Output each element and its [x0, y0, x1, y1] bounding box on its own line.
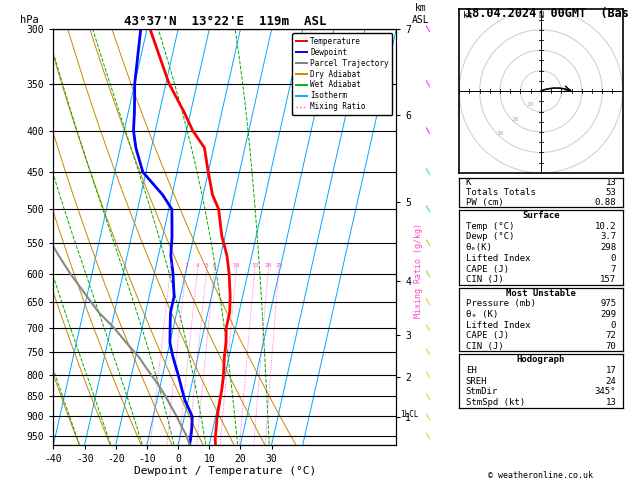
Text: 15: 15	[251, 263, 259, 268]
Text: 2: 2	[169, 263, 172, 268]
Text: 53: 53	[606, 188, 616, 197]
Text: 298: 298	[600, 243, 616, 252]
Text: 10: 10	[526, 102, 534, 107]
Text: /: /	[425, 371, 433, 379]
Text: 6: 6	[213, 263, 216, 268]
Text: Hodograph: Hodograph	[517, 355, 565, 364]
Text: /: /	[425, 25, 433, 34]
Text: /: /	[425, 239, 433, 247]
Text: CAPE (J): CAPE (J)	[465, 331, 509, 340]
Text: θₑ(K): θₑ(K)	[465, 243, 493, 252]
Text: 0.88: 0.88	[594, 198, 616, 207]
Text: 30: 30	[497, 131, 504, 136]
Text: /: /	[425, 412, 433, 421]
Text: StmSpd (kt): StmSpd (kt)	[465, 398, 525, 407]
Text: 72: 72	[606, 331, 616, 340]
Text: kt: kt	[463, 11, 473, 19]
Text: CIN (J): CIN (J)	[465, 342, 503, 350]
Text: N: N	[538, 11, 543, 20]
Text: Temp (°C): Temp (°C)	[465, 222, 514, 230]
Text: 20: 20	[264, 263, 272, 268]
Text: /: /	[425, 126, 433, 135]
Text: /: /	[425, 79, 433, 88]
Text: EH: EH	[465, 366, 476, 375]
Text: Most Unstable: Most Unstable	[506, 289, 576, 298]
Text: 10.2: 10.2	[594, 222, 616, 230]
Text: 4: 4	[196, 263, 199, 268]
Text: CIN (J): CIN (J)	[465, 276, 503, 284]
Text: PW (cm): PW (cm)	[465, 198, 503, 207]
Text: 0: 0	[611, 254, 616, 263]
Text: 0: 0	[611, 321, 616, 330]
Text: 3: 3	[184, 263, 188, 268]
Text: 3.7: 3.7	[600, 232, 616, 242]
Text: SREH: SREH	[465, 377, 487, 385]
Text: Lifted Index: Lifted Index	[465, 254, 530, 263]
Legend: Temperature, Dewpoint, Parcel Trajectory, Dry Adiabat, Wet Adiabat, Isotherm, Mi: Temperature, Dewpoint, Parcel Trajectory…	[292, 33, 392, 115]
Text: Dewp (°C): Dewp (°C)	[465, 232, 514, 242]
Y-axis label: hPa: hPa	[20, 15, 39, 25]
Text: /: /	[425, 348, 433, 356]
Text: 157: 157	[600, 276, 616, 284]
Text: 10: 10	[233, 263, 240, 268]
Text: 20: 20	[511, 117, 519, 122]
Text: 345°: 345°	[594, 387, 616, 396]
Text: CAPE (J): CAPE (J)	[465, 265, 509, 274]
Title: 43°37'N  13°22'E  119m  ASL: 43°37'N 13°22'E 119m ASL	[124, 15, 326, 28]
X-axis label: Dewpoint / Temperature (°C): Dewpoint / Temperature (°C)	[134, 467, 316, 476]
Text: Mixing Ratio (g/kg): Mixing Ratio (g/kg)	[414, 223, 423, 318]
Text: 25: 25	[275, 263, 282, 268]
Text: K: K	[465, 178, 471, 187]
Text: /: /	[425, 324, 433, 332]
Text: 13: 13	[606, 178, 616, 187]
Text: Totals Totals: Totals Totals	[465, 188, 535, 197]
Text: θₑ (K): θₑ (K)	[465, 310, 498, 319]
Text: © weatheronline.co.uk: © weatheronline.co.uk	[489, 471, 593, 480]
Text: StmDir: StmDir	[465, 387, 498, 396]
Text: /: /	[425, 392, 433, 400]
Text: 18.04.2024  00GMT  (Base: 12): 18.04.2024 00GMT (Base: 12)	[465, 7, 629, 20]
Text: 24: 24	[606, 377, 616, 385]
Text: 17: 17	[606, 366, 616, 375]
Text: Surface: Surface	[522, 211, 560, 220]
Text: 1LCL: 1LCL	[399, 410, 418, 419]
Text: /: /	[425, 168, 433, 176]
Text: Pressure (mb): Pressure (mb)	[465, 299, 535, 309]
Text: /: /	[425, 205, 433, 213]
Text: 299: 299	[600, 310, 616, 319]
Text: 7: 7	[611, 265, 616, 274]
Y-axis label: km
ASL: km ASL	[411, 3, 429, 25]
Text: 13: 13	[606, 398, 616, 407]
Text: 70: 70	[606, 342, 616, 350]
Text: /: /	[425, 297, 433, 306]
Text: 5: 5	[205, 263, 209, 268]
Text: Lifted Index: Lifted Index	[465, 321, 530, 330]
Text: /: /	[425, 431, 433, 440]
Text: /: /	[425, 269, 433, 278]
Text: 975: 975	[600, 299, 616, 309]
